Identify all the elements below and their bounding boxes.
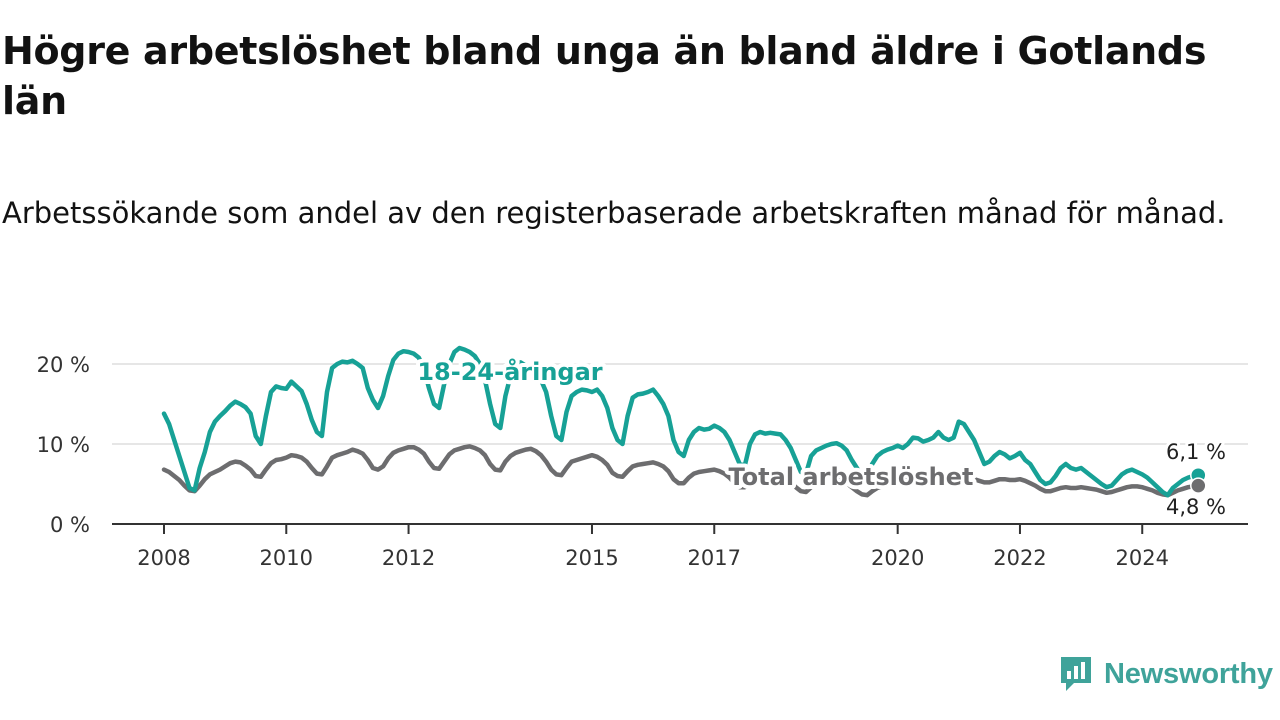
x-tick-label: 2015 <box>565 546 618 570</box>
gridlines <box>112 363 1248 445</box>
x-tick-label: 2024 <box>1116 546 1169 570</box>
end-label-youth: 6,1 % <box>1166 440 1226 464</box>
series-lines <box>161 345 1207 498</box>
end-label-total: 4,8 % <box>1166 495 1226 519</box>
series-line-total <box>161 444 1201 498</box>
series-line-youth <box>161 345 1201 498</box>
x-tick-label: 2010 <box>260 546 313 570</box>
x-tick-label: 2017 <box>688 546 741 570</box>
series-label-youth: 18-24-åringar <box>417 357 602 386</box>
y-tick-label: 20 % <box>37 353 90 377</box>
newsworthy-logo: Newsworthy <box>1058 652 1273 696</box>
x-tick-label: 2008 <box>137 546 190 570</box>
x-tick-label: 2020 <box>871 546 924 570</box>
end-dot-total <box>1190 477 1207 494</box>
series-label-total: Total arbetslöshet <box>728 463 973 491</box>
y-tick-label: 0 % <box>50 513 90 537</box>
chart-title: Högre arbetslöshet bland unga än bland ä… <box>2 29 1207 123</box>
y-tick-label: 10 % <box>37 433 90 457</box>
chart-subtitle: Arbetssökande som andel av den registerb… <box>2 196 1226 230</box>
x-tick-label: 2012 <box>382 546 435 570</box>
series-labels: 18-24-åringar Total arbetslöshet 6,1 % 4,8 … <box>413 353 1229 522</box>
newsworthy-logo-text: Newsworthy <box>1104 657 1273 690</box>
x-tick-label: 2022 <box>993 546 1046 570</box>
axes: 0 % 10 % 20 % 2008 2010 2012 2015 2017 2020 2022 2… <box>37 353 1248 570</box>
newsworthy-logo-icon <box>1061 657 1091 691</box>
line-chart: 0 % 10 % 20 % 2008 2010 2012 2015 2017 2020 2022 2… <box>37 345 1248 570</box>
